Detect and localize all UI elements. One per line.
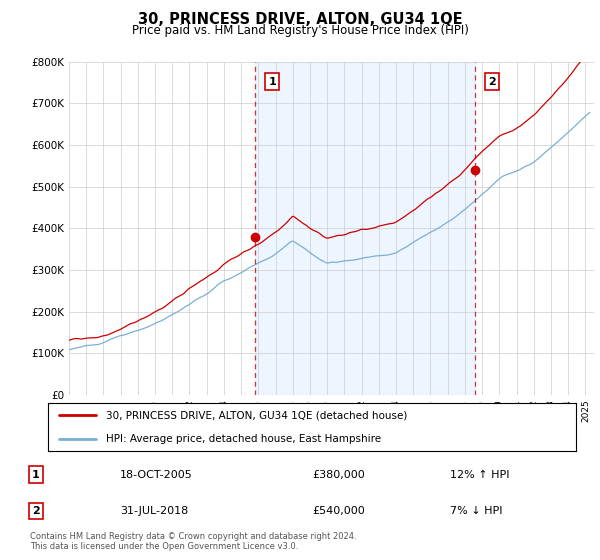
Text: £380,000: £380,000 (312, 470, 365, 479)
Text: Price paid vs. HM Land Registry's House Price Index (HPI): Price paid vs. HM Land Registry's House … (131, 24, 469, 37)
Text: 7% ↓ HPI: 7% ↓ HPI (450, 506, 503, 516)
Text: 12% ↑ HPI: 12% ↑ HPI (450, 470, 509, 479)
Text: 30, PRINCESS DRIVE, ALTON, GU34 1QE: 30, PRINCESS DRIVE, ALTON, GU34 1QE (137, 12, 463, 27)
Text: HPI: Average price, detached house, East Hampshire: HPI: Average price, detached house, East… (106, 434, 381, 444)
Bar (255, 62, 475, 395)
Text: 2: 2 (488, 77, 496, 87)
Text: 30, PRINCESS DRIVE, ALTON, GU34 1QE (detached house): 30, PRINCESS DRIVE, ALTON, GU34 1QE (det… (106, 410, 407, 420)
Text: 2: 2 (32, 506, 40, 516)
Text: Contains HM Land Registry data © Crown copyright and database right 2024.
This d: Contains HM Land Registry data © Crown c… (30, 532, 356, 552)
Text: 1: 1 (268, 77, 276, 87)
Text: 1: 1 (32, 470, 40, 479)
Text: 31-JUL-2018: 31-JUL-2018 (120, 506, 188, 516)
Text: 18-OCT-2005: 18-OCT-2005 (120, 470, 193, 479)
Text: £540,000: £540,000 (312, 506, 365, 516)
